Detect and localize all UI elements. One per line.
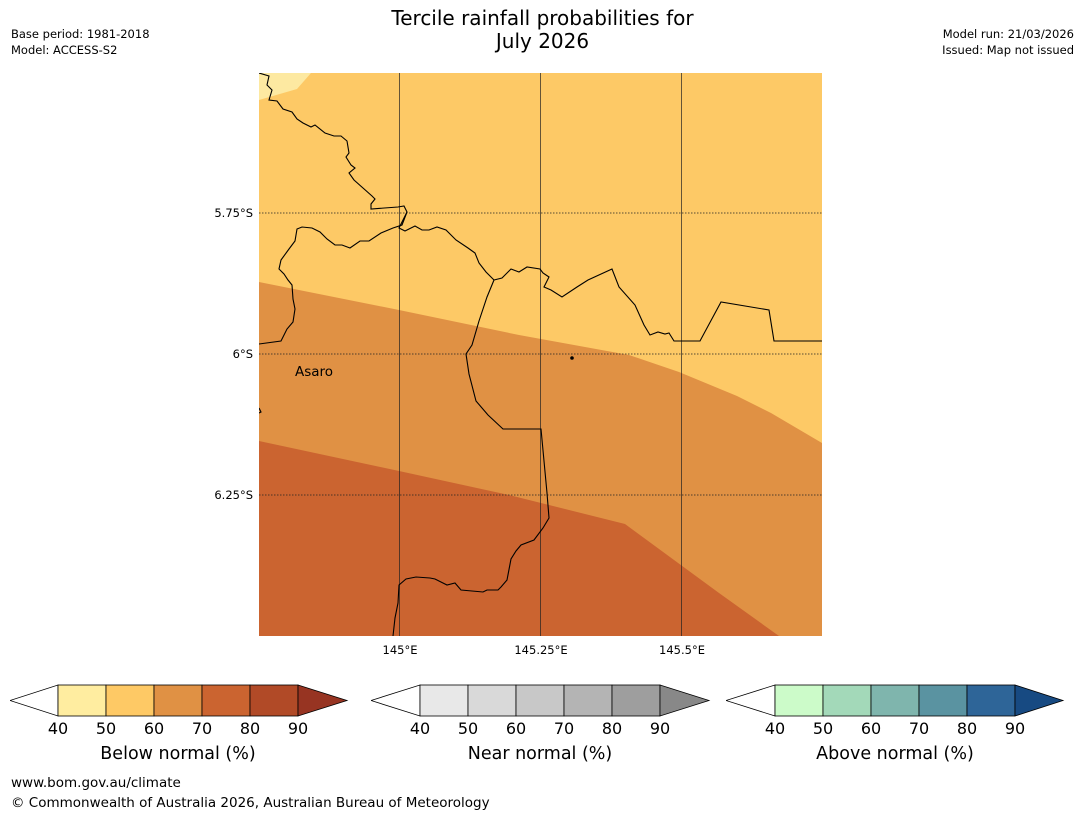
- graticule: [259, 73, 822, 636]
- cb-near-bin-50: [467, 684, 517, 717]
- title-line-1: Tercile rainfall probabilities for: [391, 6, 694, 30]
- boundaries: [259, 73, 822, 636]
- map-title: Tercile rainfall probabilities for July …: [0, 7, 1085, 53]
- cb-below-tick-50: 50: [95, 719, 117, 738]
- meta-right: Model run: 21/03/2026 Issued: Map not is…: [942, 26, 1074, 58]
- cb-near-extend-high: [659, 684, 711, 717]
- boundary-edge: [259, 407, 262, 414]
- cb-below-extend-high: [297, 684, 349, 717]
- model-name: Model: ACCESS-S2: [11, 43, 118, 57]
- lat-label-5.75: 5.75°S: [214, 206, 253, 220]
- lon-label-145.5: 145.5°E: [659, 643, 705, 657]
- town-marker: [570, 356, 574, 360]
- cb-above-tick-90: 90: [1004, 719, 1026, 738]
- lat-label-6.25: 6.25°S: [214, 488, 253, 502]
- cb-near-bin-60: [515, 684, 565, 717]
- cb-near-bin-70: [563, 684, 613, 717]
- boundary-west: [259, 211, 408, 345]
- boundary-south: [392, 279, 550, 636]
- meta-left: Base period: 1981-2018 Model: ACCESS-S2: [11, 26, 150, 58]
- boundary-east: [493, 266, 822, 342]
- cb-below-tick-80: 80: [239, 719, 261, 738]
- lon-label-145: 145°E: [382, 643, 418, 657]
- cb-below-bin-70: [201, 684, 251, 717]
- cb-near-tick-40: 40: [409, 719, 431, 738]
- cb-above-bin-40: [774, 684, 824, 717]
- colorbar-below: [10, 684, 349, 717]
- cb-near-bin-40: [419, 684, 469, 717]
- cb-below-bin-60: [153, 684, 203, 717]
- zone-70-80: [259, 441, 779, 636]
- cb-near-title: Near normal (%): [467, 744, 613, 764]
- lat-label-6: 6°S: [232, 347, 253, 361]
- cb-near-tick-80: 80: [601, 719, 623, 738]
- cb-near-bin-80: [611, 684, 661, 717]
- model-run: Model run: 21/03/2026: [942, 27, 1074, 41]
- cb-above-title: Above normal (%): [816, 744, 974, 764]
- zone-40-50: [259, 73, 311, 100]
- cb-below-bin-80: [249, 684, 299, 717]
- cb-above-bin-80: [966, 684, 1016, 717]
- cb-below-extend-low: [10, 684, 59, 717]
- map-canvas: [259, 73, 822, 636]
- cb-above-extend-high: [1014, 684, 1065, 717]
- base-period: Base period: 1981-2018: [11, 27, 150, 41]
- cb-above-extend-low: [726, 684, 776, 717]
- town-label: Asaro: [295, 364, 334, 380]
- cb-near-tick-90: 90: [649, 719, 671, 738]
- cb-below-tick-40: 40: [47, 719, 69, 738]
- cb-near-extend-low: [371, 684, 421, 717]
- lon-label-145.25: 145.25°E: [514, 643, 568, 657]
- colorbar-above: [726, 684, 1065, 717]
- issued-status: Issued: Map not issued: [942, 43, 1074, 57]
- cb-above-bin-60: [870, 684, 920, 717]
- cb-near-tick-70: 70: [553, 719, 575, 738]
- cb-below-bin-50: [105, 684, 155, 717]
- title-line-2: July 2026: [495, 29, 590, 53]
- map-panel[interactable]: [259, 73, 822, 636]
- colorbar-near: [371, 684, 711, 717]
- cb-below-title: Below normal (%): [100, 744, 256, 764]
- cb-below-tick-90: 90: [287, 719, 309, 738]
- cb-below-tick-60: 60: [143, 719, 165, 738]
- cb-near-tick-50: 50: [457, 719, 479, 738]
- cb-above-bin-70: [918, 684, 968, 717]
- footer-copyright: © Commonwealth of Australia 2026, Austra…: [11, 795, 490, 811]
- cb-near-tick-60: 60: [505, 719, 527, 738]
- cb-above-tick-40: 40: [764, 719, 786, 738]
- cb-above-tick-70: 70: [908, 719, 930, 738]
- cb-below-tick-70: 70: [191, 719, 213, 738]
- footer-url[interactable]: www.bom.gov.au/climate: [11, 775, 181, 791]
- cb-above-tick-80: 80: [956, 719, 978, 738]
- cb-above-tick-60: 60: [860, 719, 882, 738]
- cb-above-tick-50: 50: [812, 719, 834, 738]
- boundary-north: [259, 73, 495, 281]
- cb-below-bin-40: [57, 684, 107, 717]
- cb-above-bin-50: [822, 684, 872, 717]
